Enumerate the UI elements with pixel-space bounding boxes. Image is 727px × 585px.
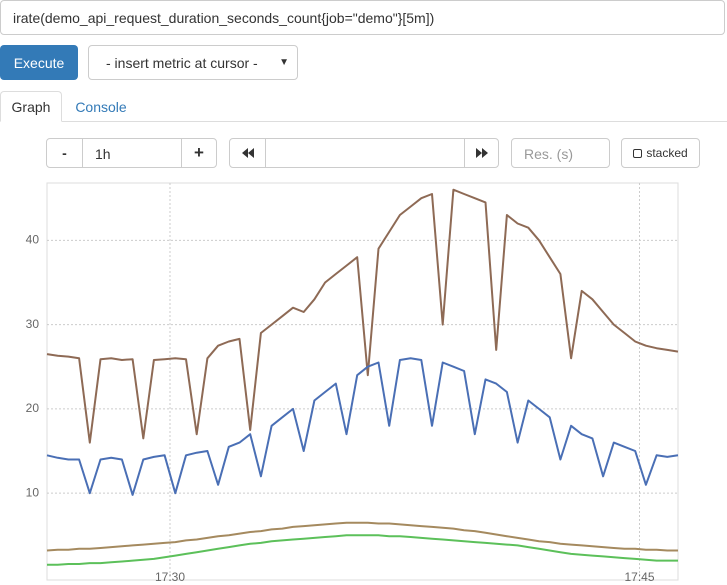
stacked-button[interactable]: stacked <box>621 138 700 168</box>
stacked-label: stacked <box>646 146 688 160</box>
minus-button[interactable]: - <box>46 138 83 168</box>
tab-console[interactable]: Console <box>75 98 127 115</box>
chart: 10 20 30 40 17:30 17:45 <box>26 182 679 584</box>
forward-button[interactable] <box>464 138 499 168</box>
x-tick-label: 17:45 <box>624 570 654 584</box>
back-button[interactable] <box>229 138 266 168</box>
y-tick-label: 30 <box>26 317 40 331</box>
plot-frame <box>46 182 679 581</box>
query-input[interactable]: irate(demo_api_request_duration_seconds_… <box>0 0 725 35</box>
y-tick-label: 40 <box>26 232 40 246</box>
metric-select[interactable]: - insert metric at cursor - ▼ <box>88 45 298 80</box>
series-line <box>46 521 678 552</box>
y-tick-label: 10 <box>26 485 40 499</box>
plus-button[interactable]: + <box>181 138 217 168</box>
y-tick-label: 20 <box>26 401 40 415</box>
series-line <box>46 188 679 444</box>
resolution-input[interactable]: Res. (s) <box>511 138 610 168</box>
series-line <box>46 357 679 496</box>
range-input[interactable]: 1h <box>82 138 182 168</box>
execute-button[interactable]: Execute <box>0 45 78 80</box>
x-tick-label: 17:30 <box>155 570 185 584</box>
select-text: - insert metric at cursor - <box>106 54 258 71</box>
series-line <box>47 534 678 566</box>
tab-graph[interactable]: Graph <box>0 91 62 122</box>
tab-line <box>0 121 727 122</box>
end-input[interactable] <box>265 138 465 168</box>
